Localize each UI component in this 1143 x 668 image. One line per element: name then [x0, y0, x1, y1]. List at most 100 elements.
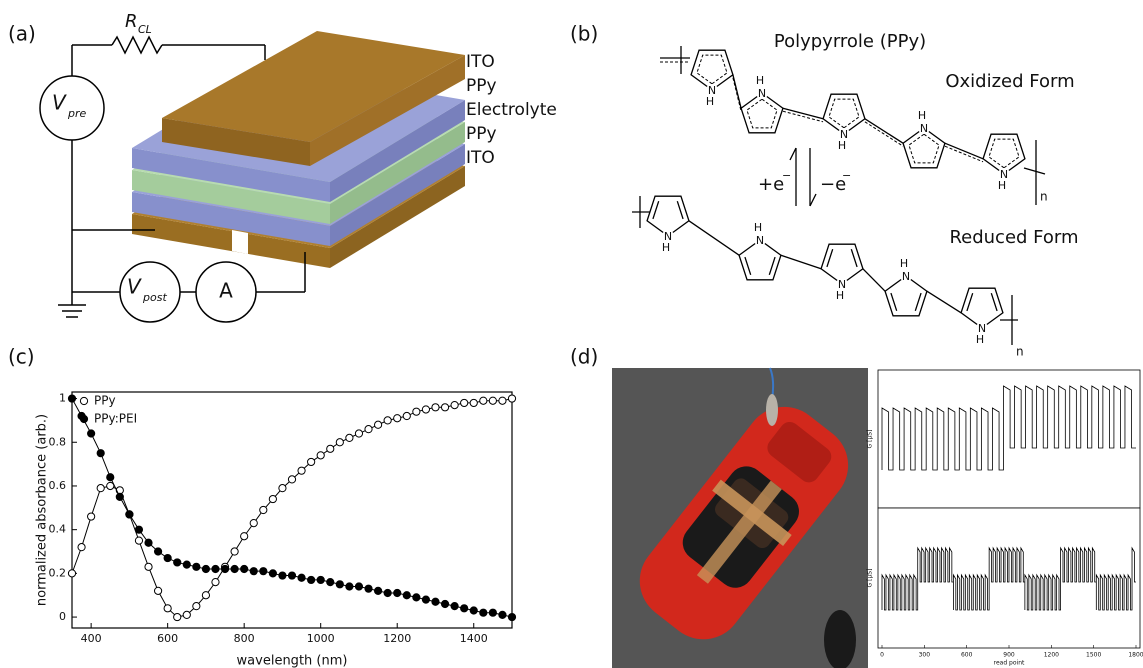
layer-label: ITO: [466, 52, 495, 72]
meter-subscript: post: [142, 291, 167, 304]
inset-x-tick-label: 900: [1003, 652, 1015, 659]
series-line: [72, 399, 512, 618]
double-bond: [745, 257, 751, 275]
data-point: [432, 598, 439, 605]
atom-h: H: [976, 333, 984, 346]
form-label: Oxidized Form: [945, 71, 1074, 92]
arrow-head: [810, 194, 816, 206]
bond: [783, 108, 823, 119]
data-point: [279, 572, 286, 579]
atom-n: N: [920, 122, 928, 135]
data-point: [317, 576, 324, 583]
structure-title: Polypyrrole (PPy): [774, 31, 926, 52]
double-bond: [851, 249, 857, 267]
data-point: [145, 539, 152, 546]
electrode-gap: [232, 230, 248, 254]
data-point: [508, 613, 515, 620]
data-point: [68, 395, 75, 402]
data-point: [336, 581, 343, 588]
data-point: [355, 583, 362, 590]
data-point: [116, 493, 123, 500]
data-point: [461, 399, 468, 406]
bond: [1024, 168, 1045, 174]
data-point: [327, 445, 334, 452]
atom-h: H: [918, 109, 926, 122]
bond: [783, 111, 823, 122]
data-point: [298, 574, 305, 581]
legend-marker: [80, 397, 87, 404]
charge: −: [842, 169, 851, 182]
charge: −: [782, 169, 791, 182]
data-point: [88, 430, 95, 437]
resistor: [112, 37, 162, 53]
atom-n: N: [758, 87, 766, 100]
data-point: [241, 565, 248, 572]
data-point: [441, 600, 448, 607]
data-point: [97, 450, 104, 457]
data-point: [499, 611, 506, 618]
x-tick-label: 800: [234, 632, 255, 645]
data-point: [374, 587, 381, 594]
data-point: [461, 605, 468, 612]
data-point: [135, 537, 142, 544]
data-point: [384, 417, 391, 424]
data-point: [451, 402, 458, 409]
data-point: [413, 594, 420, 601]
figure: (a) (b) (c) (d) RCLVpreVpostAITOPPyElect…: [0, 0, 1143, 668]
repeat-unit: n: [1040, 190, 1048, 204]
delocalized-bond: [989, 139, 1019, 168]
data-point: [470, 607, 477, 614]
data-point: [327, 579, 334, 586]
data-point: [279, 485, 286, 492]
inset-x-tick-label: 1800: [1128, 652, 1143, 659]
atom-h: H: [838, 139, 846, 152]
resistor-label: R: [125, 11, 138, 32]
bond: [781, 255, 821, 269]
source-subscript: pre: [67, 107, 87, 120]
data-point: [183, 561, 190, 568]
data-point: [336, 439, 343, 446]
data-point: [241, 533, 248, 540]
data-point: [308, 576, 315, 583]
data-point: [183, 611, 190, 618]
atom-h: H: [662, 241, 670, 254]
data-point: [154, 587, 161, 594]
data-point: [403, 412, 410, 419]
data-point: [212, 579, 219, 586]
bond: [945, 146, 983, 162]
panel-label: (b): [570, 22, 598, 46]
atom-h: H: [754, 221, 762, 234]
data-point: [480, 609, 487, 616]
meter-label: V: [127, 275, 142, 299]
data-point: [174, 559, 181, 566]
device-schematic: RCLVpreVpostAITOPPyElectrolytePPyITO: [40, 11, 557, 322]
panel-label: (d): [570, 345, 598, 369]
double-bond: [677, 201, 683, 219]
data-point: [164, 554, 171, 561]
clip: [824, 610, 856, 668]
data-point: [145, 563, 152, 570]
inset-x-tick-label: 300: [919, 652, 931, 659]
atom-h: H: [756, 74, 764, 87]
data-point: [288, 476, 295, 483]
arrow-head: [790, 148, 796, 160]
data-point: [250, 568, 257, 575]
series-line: [72, 399, 512, 618]
double-bond: [653, 201, 659, 219]
delocalized-bond: [909, 134, 939, 163]
double-bond: [769, 257, 775, 275]
inset-x-tick-label: 0: [880, 652, 884, 659]
inset-x-tick-label: 1500: [1086, 652, 1101, 659]
repeat-unit: n: [1016, 345, 1024, 359]
data-point: [126, 511, 133, 518]
data-point: [221, 565, 228, 572]
data-point: [174, 613, 181, 620]
data-point: [269, 570, 276, 577]
layer-label: ITO: [466, 148, 495, 168]
data-point: [260, 568, 267, 575]
data-point: [107, 474, 114, 481]
data-point: [365, 426, 372, 433]
absorbance-chart: 00.20.40.60.81400600800100012001400wavel…: [35, 392, 516, 668]
source-label: V: [52, 91, 67, 115]
bond: [945, 143, 983, 159]
